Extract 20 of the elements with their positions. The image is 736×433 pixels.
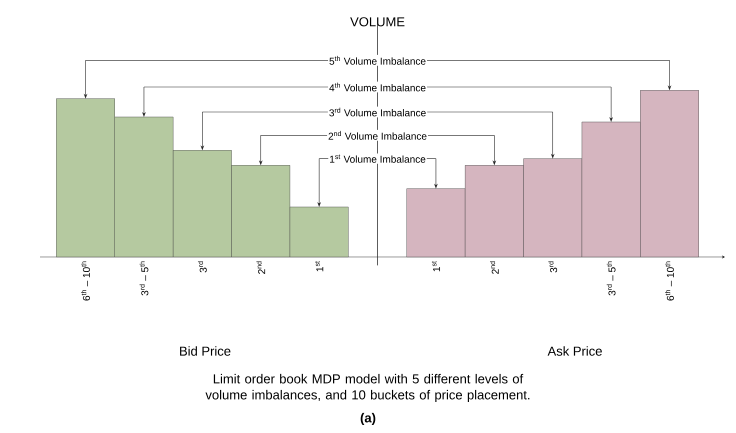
text: 5$^{th}$ Volume Imbalance — [329, 56, 426, 65]
annotation: 4$^{th}$ Volume Imbalance — [329, 82, 426, 92]
text: (a) — [360, 412, 376, 426]
x-tick-label: 1$^{st}$ — [315, 261, 324, 272]
text: Bid Price — [180, 346, 230, 356]
annotation: 2$^{nd}$ Volume Imbalance — [328, 130, 427, 140]
x-tick-label: 3$^{rd}$ — [548, 261, 558, 272]
x-tick-label: 3$^{rd}$ – 5$^{th}$ — [140, 261, 148, 296]
x-tick-label: 2$^{nd}$ — [256, 261, 266, 274]
x-tick-label: 1$^{st}$ — [432, 261, 440, 272]
text: Ask Price — [548, 346, 602, 356]
x-tick-label: 3$^{rd}$ — [198, 261, 207, 272]
text: Limit order book MDP model with 5 different levels of volume imbalances, and 10 buckets of price placement. — [205, 374, 530, 402]
x-tick-label: 3$^{rd}$ – 5$^{th}$ — [606, 261, 616, 296]
x-tick-label: 2$^{nd}$ — [490, 261, 499, 274]
y-axis-title: VOLUME — [350, 17, 404, 26]
annotation: 1$^{st}$ Volume Imbalance — [330, 154, 426, 163]
x-tick-label: 6$^{th}$ – 10$^{th}$ — [665, 261, 674, 300]
x-tick-label: 6$^{th}$ – 10$^{th}$ — [81, 261, 90, 300]
annotation: 3$^{rd}$ Volume Imbalance — [329, 108, 426, 116]
